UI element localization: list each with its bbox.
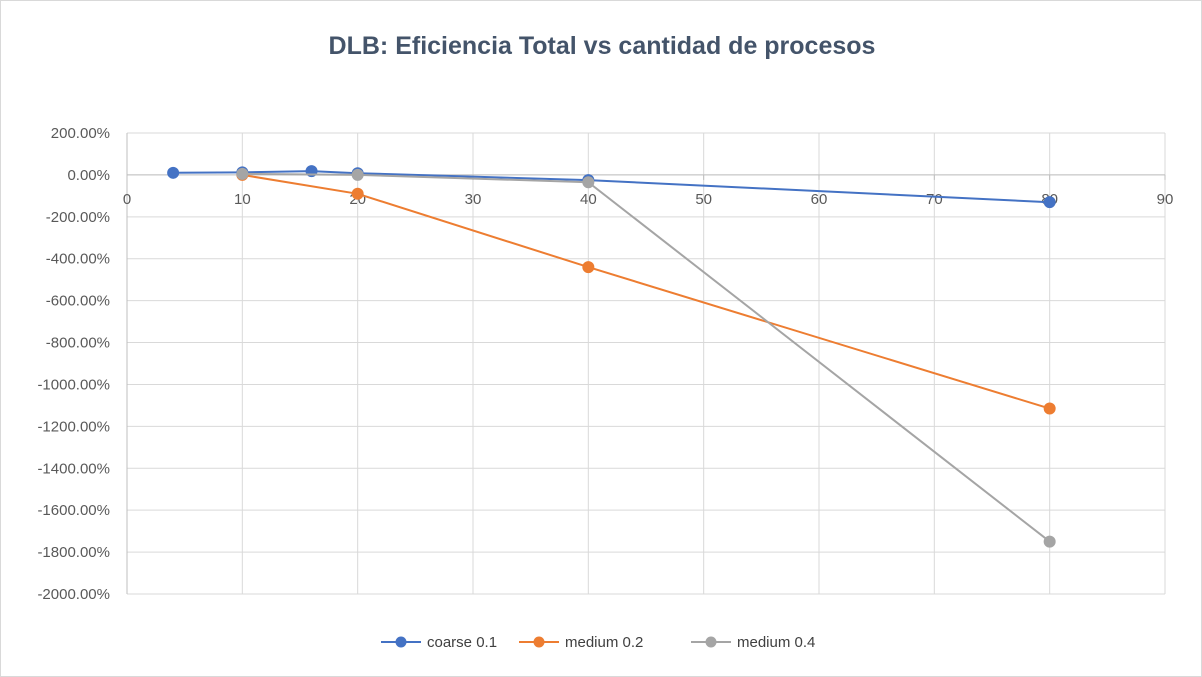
data-point (1043, 535, 1056, 548)
legend-item: coarse 0.1 (381, 634, 497, 651)
y-tick-label: -200.00% (46, 209, 110, 226)
x-tick-label: 70 (926, 191, 943, 208)
data-point (1043, 402, 1056, 415)
series-medium-0-4 (236, 167, 1056, 548)
data-point (236, 167, 249, 180)
x-tick-label: 60 (811, 191, 828, 208)
y-tick-label: -1400.00% (37, 460, 110, 477)
legend-label: medium 0.2 (565, 634, 643, 651)
y-tick-label: -400.00% (46, 251, 110, 268)
legend-item: medium 0.4 (691, 634, 815, 651)
x-tick-label: 0 (123, 191, 131, 208)
legend-marker (533, 636, 545, 648)
legend-marker (395, 636, 407, 648)
legend-label: coarse 0.1 (427, 634, 497, 651)
legend-marker (705, 636, 717, 648)
x-tick-label: 40 (580, 191, 597, 208)
x-tick-label: 10 (234, 191, 251, 208)
axis-layer: 200.00% 0.00% -200.00% -400.00% -600.00% -800… (37, 125, 1173, 603)
y-tick-label: -1600.00% (37, 502, 110, 519)
series-line (242, 173, 1050, 410)
data-point (351, 168, 364, 181)
data-point (351, 187, 364, 200)
y-tick-label: -2000.00% (37, 586, 110, 603)
data-point (582, 261, 595, 274)
y-tick-label: 200.00% (51, 125, 110, 142)
data-point (167, 166, 180, 179)
x-tick-label: 50 (695, 191, 712, 208)
data-point (1043, 196, 1056, 209)
series-layer (167, 165, 1056, 548)
series-line (173, 170, 1050, 204)
x-tick-label: 30 (465, 191, 482, 208)
y-tick-label: -800.00% (46, 335, 110, 352)
y-tick-label: -600.00% (46, 293, 110, 310)
legend-label: medium 0.4 (737, 634, 815, 651)
legend: coarse 0.1 medium 0.2 medium 0.4 (381, 634, 815, 651)
y-tick-label: 0.00% (67, 167, 110, 184)
y-tick-label: -1800.00% (37, 544, 110, 561)
data-point (582, 176, 595, 189)
y-tick-label: -1000.00% (37, 376, 110, 393)
grid-layer (126, 132, 1166, 595)
series-line (242, 172, 1051, 543)
chart-title: DLB: Eficiencia Total vs cantidad de pro… (329, 32, 876, 60)
x-tick-label: 90 (1157, 191, 1174, 208)
legend-item: medium 0.2 (519, 634, 643, 651)
y-tick-label: -1200.00% (37, 418, 110, 435)
